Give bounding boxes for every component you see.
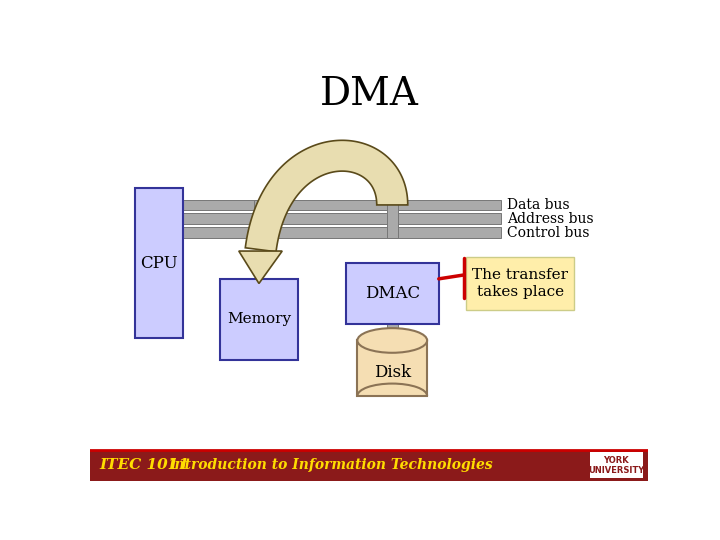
FancyBboxPatch shape [156, 213, 500, 224]
FancyBboxPatch shape [387, 323, 397, 340]
FancyBboxPatch shape [156, 200, 500, 211]
FancyBboxPatch shape [253, 200, 264, 238]
Text: Data bus: Data bus [507, 198, 570, 212]
Text: Address bus: Address bus [507, 212, 593, 226]
FancyBboxPatch shape [590, 452, 642, 478]
Text: Memory: Memory [227, 312, 291, 326]
Text: ITEC 1011: ITEC 1011 [99, 458, 189, 472]
FancyBboxPatch shape [346, 264, 438, 323]
FancyBboxPatch shape [135, 188, 183, 338]
Text: YORK
UNIVERSITY: YORK UNIVERSITY [588, 456, 644, 475]
Ellipse shape [357, 328, 427, 353]
Polygon shape [246, 140, 408, 252]
Text: Control bus: Control bus [507, 226, 590, 240]
FancyBboxPatch shape [466, 257, 575, 309]
FancyBboxPatch shape [156, 227, 500, 238]
Text: Disk: Disk [374, 364, 411, 381]
FancyBboxPatch shape [90, 450, 648, 481]
FancyBboxPatch shape [387, 200, 397, 238]
FancyBboxPatch shape [220, 279, 297, 360]
Text: Introduction to Information Technologies: Introduction to Information Technologies [168, 458, 492, 472]
Text: CPU: CPU [140, 254, 178, 272]
Text: The transfer
takes place: The transfer takes place [472, 268, 568, 299]
FancyBboxPatch shape [357, 340, 427, 396]
Text: DMA: DMA [320, 76, 418, 112]
Polygon shape [239, 251, 282, 284]
Text: DMAC: DMAC [365, 285, 420, 302]
